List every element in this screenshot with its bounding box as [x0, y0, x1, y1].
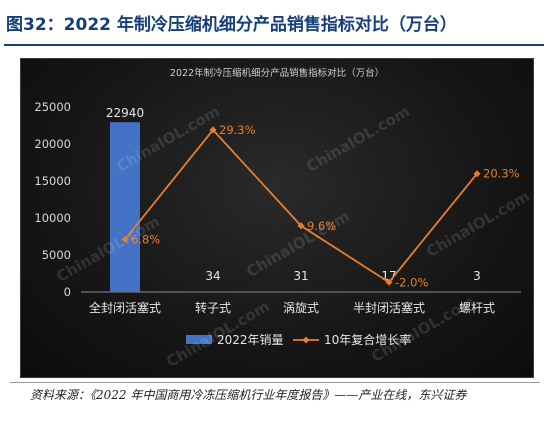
- line-value-label: 20.3%: [483, 167, 520, 181]
- y-tick-label: 20000: [34, 137, 71, 151]
- line-marker: [121, 235, 129, 243]
- legend-label-line: 10年复合增长率: [324, 332, 411, 347]
- chart-panel: 2022年制冷压缩机细分产品销售指标对比（万台） 0 5000 10000 15000…: [20, 58, 534, 378]
- chart-title: 2022年制冷压缩机细分产品销售指标对比（万台）: [170, 67, 384, 79]
- bar-value-label: 31: [293, 269, 308, 283]
- line-value-label: 9.6%: [307, 219, 336, 233]
- bar-value-label: 22940: [106, 106, 144, 120]
- line-value-label: 29.3%: [219, 123, 256, 137]
- line-marker: [473, 170, 481, 178]
- bar: [110, 122, 140, 292]
- line-value-label: 6.8%: [131, 232, 160, 246]
- chart-svg: 2022年制冷压缩机细分产品销售指标对比（万台） 0 5000 10000 15000…: [34, 67, 521, 347]
- title-divider: [4, 44, 544, 46]
- bar-value-label: 3: [473, 269, 481, 283]
- x-tick-label: 涡旋式: [283, 301, 319, 315]
- growth-line: [124, 128, 478, 284]
- y-tick-label: 5000: [42, 248, 71, 262]
- y-tick-label: 10000: [34, 211, 71, 225]
- bar-value-label: 34: [205, 269, 220, 283]
- legend-marker-line: [302, 336, 310, 344]
- y-tick-label: 25000: [34, 100, 71, 114]
- x-tick-label: 转子式: [195, 300, 231, 315]
- source-divider: [10, 382, 540, 383]
- line-marker: [209, 126, 217, 134]
- y-tick-label: 15000: [34, 174, 71, 188]
- x-tick-label: 全封闭活塞式: [89, 300, 161, 315]
- line-marker: [385, 278, 393, 286]
- figure-title: 图32：2022 年制冷压缩机细分产品销售指标对比（万台）: [6, 15, 457, 35]
- legend-swatch-bar: [186, 335, 212, 344]
- line-value-label: -2.0%: [395, 275, 428, 289]
- x-tick-label: 半封闭活塞式: [353, 300, 425, 315]
- legend-label-bar: 2022年销量: [217, 333, 284, 347]
- x-tick-label: 螺杆式: [459, 301, 495, 315]
- line-marker: [297, 222, 305, 230]
- source-note: 资料来源：《2022 年中国商用冷冻压缩机行业年度报告》——产业在线，东兴证券: [30, 388, 467, 402]
- y-tick-label: 0: [64, 285, 71, 299]
